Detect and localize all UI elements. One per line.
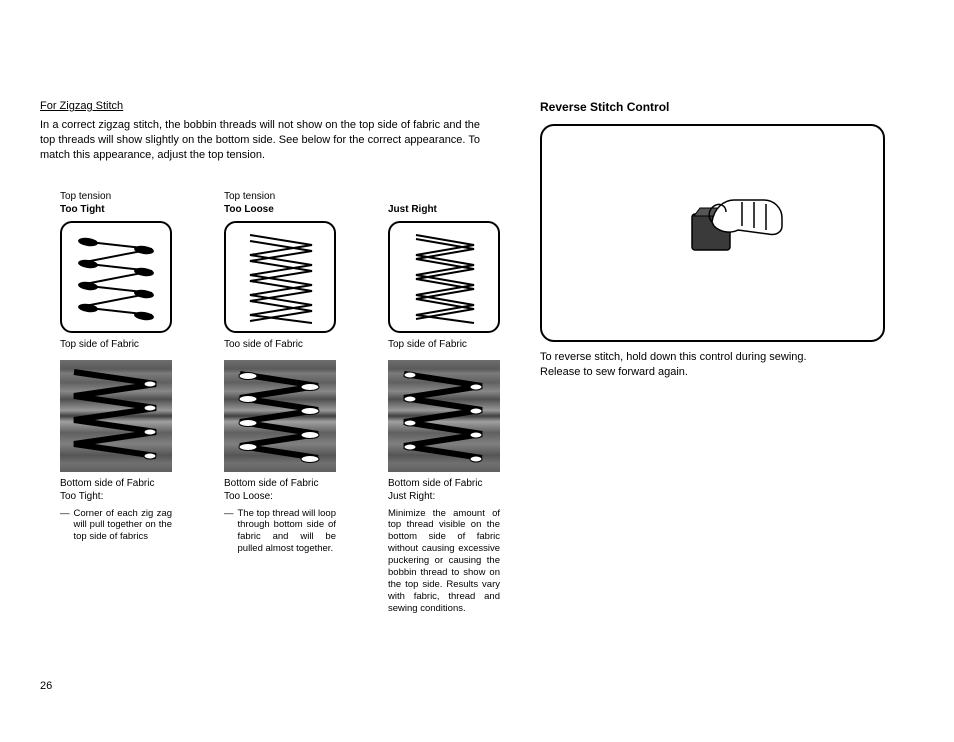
zigzag-loose-icon [226,223,336,333]
description-text: — Corner of each zig zag will pull toget… [60,508,172,544]
tension-value: Just Right [388,204,500,215]
reverse-heading: Reverse Stitch Control [540,100,910,114]
result-label: Too Loose: [224,491,336,502]
reverse-illustration [540,124,885,342]
intro-text: In a correct zigzag stitch, the bobbin t… [40,118,480,163]
stitch-bottom-too-loose [224,360,336,472]
tension-col-too-loose: Top tension Too Loose Too side of Fabric [224,191,336,615]
bottom-side-caption: Bottom side of Fabric [224,478,336,489]
reverse-text-2: Release to sew forward again. [540,365,910,380]
description-text: Minimize the amount of top thread visibl… [388,508,500,615]
tension-value: Too Loose [224,204,336,215]
stitch-top-too-loose [224,221,336,333]
top-side-caption: Top side of Fabric [388,339,500,350]
top-tension-label: Top tension [224,191,336,202]
left-column: For Zigzag Stitch In a correct zigzag st… [40,100,480,614]
bottom-side-caption: Bottom side of Fabric [388,478,500,489]
reverse-text-1: To reverse stitch, hold down this contro… [540,350,910,365]
page: For Zigzag Stitch In a correct zigzag st… [0,0,954,614]
section-heading: For Zigzag Stitch [40,100,480,112]
result-label: Just Right: [388,491,500,502]
zigzag-right-bottom-icon [388,360,500,472]
tension-col-just-right: Just Right Top side of Fabric [388,191,500,615]
top-side-caption: Top side of Fabric [60,339,172,350]
zigzag-tight-icon [62,223,172,333]
zigzag-right-icon [390,223,500,333]
result-label: Too Tight: [60,491,172,502]
stitch-bottom-too-tight [60,360,172,472]
tension-col-too-tight: Top tension Too Tight [60,191,172,615]
right-column: Reverse Stitch Control To reverse stitch… [540,100,910,614]
stitch-top-too-tight [60,221,172,333]
page-number: 26 [40,680,52,692]
tension-columns: Top tension Too Tight [40,191,480,615]
hand-press-icon [542,126,887,344]
top-tension-label: Top tension [60,191,172,202]
description-text: — The top thread will loop through botto… [224,508,336,556]
stitch-bottom-just-right [388,360,500,472]
zigzag-loose-bottom-icon [224,360,336,472]
stitch-top-just-right [388,221,500,333]
zigzag-tight-bottom-icon [60,360,172,472]
top-side-caption: Too side of Fabric [224,339,336,350]
top-tension-label [388,191,500,202]
tension-value: Too Tight [60,204,172,215]
bottom-side-caption: Bottom side of Fabric [60,478,172,489]
